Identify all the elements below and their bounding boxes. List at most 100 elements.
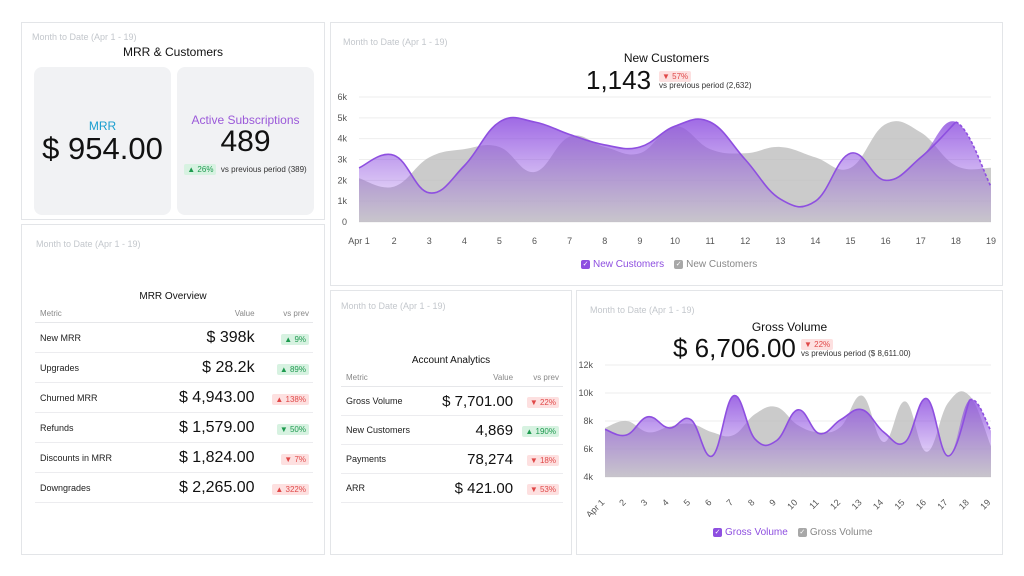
series-current-area	[605, 395, 991, 477]
x-tick-label: 16	[881, 236, 891, 246]
x-tick-label: 10	[670, 236, 680, 246]
legend-label: Gross Volume	[809, 527, 873, 538]
new-customers-value: 1,143	[586, 65, 652, 95]
checkbox-icon: ✓	[581, 260, 590, 269]
table-title: MRR Overview	[139, 291, 207, 302]
header-value: Value	[425, 373, 514, 387]
metric-change: ▼ 22%	[513, 386, 563, 416]
metric-name: ARR	[341, 473, 426, 503]
x-tick-label: 16	[914, 497, 928, 511]
new-customers-chart: 0 1k 2k 3k 4k 5k 6k Apr 1 2 3 4 5 6 7 8 9 10 11 12 13 14 15 16…	[337, 92, 996, 246]
x-tick-label: 12	[828, 497, 842, 511]
period-label: Month to Date (Apr 1 - 19)	[341, 301, 446, 311]
metric-name: New MRR	[35, 322, 146, 353]
x-tick-label: 7	[567, 236, 572, 246]
x-tick-label: 14	[871, 497, 885, 511]
change-badge: ▲ 89%	[276, 363, 309, 375]
x-tick-label: Apr 1	[584, 497, 606, 517]
mrr-label: MRR	[88, 119, 117, 133]
series-current-line	[604, 395, 971, 457]
change-badge: ▼ 7%	[281, 453, 309, 465]
metric-value: $ 28.2k	[145, 352, 255, 383]
x-tick-label: 18	[957, 497, 971, 511]
mrr-overview-card: Month to Date (Apr 1 - 19) MRR Overview …	[21, 224, 325, 555]
mrr-kpi: MRR $ 954.00	[34, 67, 171, 215]
y-tick-label: 10k	[578, 388, 593, 398]
x-tick-label: 6	[532, 236, 537, 246]
x-tick-label: Apr 1	[348, 236, 370, 246]
header-metric: Metric	[35, 309, 146, 323]
metric-name: Refunds	[35, 412, 146, 443]
series-current-area	[359, 117, 991, 222]
gross-volume-chart: 4k 6k 8k 10k 12k Apr 1 2 3 4 5 6 7 8 9 10 11 12 13 14 15 16 1…	[578, 360, 992, 517]
mrr-value: $ 954.00	[42, 131, 163, 166]
x-tick-label: 12	[740, 236, 750, 246]
x-tick-label: 3	[427, 236, 432, 246]
x-tick-label: 4	[462, 236, 467, 246]
series-current-projection	[955, 121, 992, 187]
metric-name: Discounts in MRR	[35, 442, 146, 473]
table-row: Gross Volume $ 7,701.00 ▼ 22%	[341, 386, 563, 416]
table-row: New Customers 4,869 ▲ 190%	[341, 415, 563, 445]
table-row: Churned MRR $ 4,943.00 ▲ 138%	[35, 382, 313, 413]
card-title: MRR & Customers	[122, 45, 223, 59]
chart-legend: ✓ Gross Volume ✓ Gross Volume	[713, 527, 873, 538]
metric-value: $ 421.00	[425, 473, 514, 503]
x-tick-label: 11	[807, 497, 821, 511]
y-tick-label: 2k	[337, 175, 347, 185]
series-current-line	[358, 116, 957, 208]
legend-label: New Customers	[593, 259, 665, 270]
table-title: Account Analytics	[411, 355, 491, 366]
legend-item-previous[interactable]: ✓ New Customers	[674, 259, 757, 270]
checkbox-icon: ✓	[797, 528, 807, 537]
period-label: Month to Date (Apr 1 - 19)	[343, 37, 448, 47]
change-badge: ▲ 9%	[281, 333, 309, 345]
table-row: Upgrades $ 28.2k ▲ 89%	[35, 352, 313, 383]
legend-label: New Customers	[686, 259, 758, 270]
x-tick-label: 14	[810, 236, 820, 246]
subscriptions-compare-text: vs previous period (389)	[220, 165, 307, 174]
x-tick-label: 17	[916, 236, 926, 246]
change-badge: ▲ 138%	[272, 393, 309, 405]
x-tick-label: 15	[892, 497, 906, 511]
metric-change: ▲ 138%	[254, 382, 313, 413]
table-row: Payments 78,274 ▼ 18%	[341, 444, 563, 474]
y-tick-label: 12k	[578, 360, 593, 370]
subscriptions-compare-row: ▲ 26% vs previous period (389)	[177, 159, 314, 177]
metric-value: $ 4,943.00	[145, 382, 255, 413]
y-tick-label: 0	[342, 217, 347, 227]
table-row: New MRR $ 398k ▲ 9%	[35, 322, 313, 353]
metric-change: ▼ 50%	[254, 412, 313, 443]
period-label: Month to Date (Apr 1 - 19)	[590, 305, 695, 315]
subscriptions-change-badge: ▲ 26%	[184, 164, 217, 175]
metric-value: 78,274	[425, 444, 514, 474]
metric-name: Downgrades	[35, 472, 146, 503]
account-analytics-card: Month to Date (Apr 1 - 19) Account Analy…	[330, 290, 572, 555]
change-badge: ▼ 50%	[276, 423, 309, 435]
gross-volume-change-badge: ▼ 22%	[801, 339, 834, 350]
legend-item-previous[interactable]: ✓ Gross Volume	[797, 527, 873, 538]
checkbox-icon: ✓	[674, 260, 684, 269]
x-tick-label: 13	[775, 236, 785, 246]
x-tick-label: 19	[978, 497, 992, 511]
x-tick-label: 2	[392, 236, 397, 246]
metric-name: Churned MRR	[35, 382, 146, 413]
metric-change: ▲ 89%	[254, 352, 313, 383]
card-title: Gross Volume	[751, 320, 828, 334]
header-value: Value	[145, 309, 255, 323]
gross-volume-card: Month to Date (Apr 1 - 19) Gross Volume …	[576, 290, 1003, 555]
new-customers-card: Month to Date (Apr 1 - 19) New Customers…	[330, 22, 1003, 286]
metric-value: $ 398k	[145, 322, 255, 353]
x-tick-label: 9	[767, 497, 778, 508]
subscriptions-label: Active Subscriptions	[191, 113, 300, 127]
x-tick-label: 15	[846, 236, 856, 246]
metric-value: 4,869	[425, 415, 514, 445]
y-tick-label: 3k	[337, 155, 347, 165]
new-customers-compare-text: vs previous period (2,632)	[659, 81, 752, 90]
metric-value: $ 1,579.00	[145, 412, 255, 443]
legend-item-current[interactable]: ✓ Gross Volume	[713, 527, 788, 538]
legend-item-current[interactable]: ✓ New Customers	[581, 259, 664, 270]
x-tick-label: 7	[724, 497, 735, 508]
y-tick-label: 6k	[337, 92, 347, 102]
change-badge: ▲ 190%	[522, 426, 559, 437]
